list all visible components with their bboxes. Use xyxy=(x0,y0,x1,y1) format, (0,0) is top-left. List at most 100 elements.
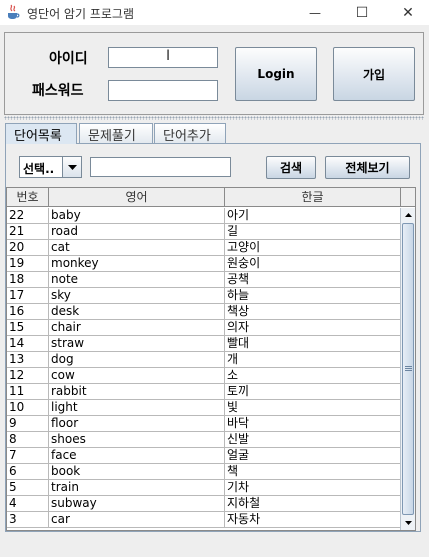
cell-number: 4 xyxy=(7,496,49,511)
cell-korean: 책 xyxy=(225,464,401,479)
column-header-english[interactable]: 영어 xyxy=(49,188,225,206)
tab-word-list[interactable]: 단어목록 xyxy=(5,123,77,144)
table-row[interactable]: 9 floor 바닥 xyxy=(7,416,401,432)
cell-korean: 바닥 xyxy=(225,416,401,431)
login-button[interactable]: Login xyxy=(235,47,317,101)
cell-number: 13 xyxy=(7,352,49,367)
vertical-scrollbar[interactable] xyxy=(400,208,415,530)
table-row[interactable]: 7 face 얼굴 xyxy=(7,448,401,464)
cell-number: 17 xyxy=(7,288,49,303)
cell-number: 20 xyxy=(7,240,49,255)
show-all-button[interactable]: 전체보기 xyxy=(325,156,410,179)
maximize-button[interactable]: ☐ xyxy=(339,0,385,25)
cell-korean: 자동차 xyxy=(225,512,401,527)
cell-number: 15 xyxy=(7,320,49,335)
cell-number: 6 xyxy=(7,464,49,479)
select-arrow-button[interactable] xyxy=(62,157,81,177)
table-row[interactable]: 4 subway 지하철 xyxy=(7,496,401,512)
cell-number: 3 xyxy=(7,512,49,527)
table-row[interactable]: 15 chair 의자 xyxy=(7,320,401,336)
cell-number: 5 xyxy=(7,480,49,495)
table-row[interactable]: 10 light 빛 xyxy=(7,400,401,416)
split-pane-divider[interactable] xyxy=(4,116,424,120)
table-row[interactable]: 6 book 책 xyxy=(7,464,401,480)
table-row[interactable]: 16 desk 책상 xyxy=(7,304,401,320)
table-row[interactable]: 14 straw 빨대 xyxy=(7,336,401,352)
cell-korean: 의자 xyxy=(225,320,401,335)
table-row[interactable]: 22 baby 아기 xyxy=(7,208,401,224)
cell-english: book xyxy=(49,464,225,479)
cell-english: desk xyxy=(49,304,225,319)
cell-english: note xyxy=(49,272,225,287)
cell-number: 21 xyxy=(7,224,49,239)
scroll-down-button[interactable] xyxy=(401,516,415,530)
join-button[interactable]: 가입 xyxy=(333,47,415,101)
triangle-up-icon xyxy=(404,213,412,217)
table-row[interactable]: 17 sky 하늘 xyxy=(7,288,401,304)
cell-english: dog xyxy=(49,352,225,367)
cell-korean: 공책 xyxy=(225,272,401,287)
cell-english: shoes xyxy=(49,432,225,447)
cell-korean: 길 xyxy=(225,224,401,239)
table-row[interactable]: 20 cat 고양이 xyxy=(7,240,401,256)
search-type-select[interactable]: 선택.. xyxy=(19,156,82,178)
cell-english: floor xyxy=(49,416,225,431)
text-cursor-icon: I xyxy=(166,48,171,64)
cell-number: 9 xyxy=(7,416,49,431)
cell-number: 18 xyxy=(7,272,49,287)
cell-korean: 소 xyxy=(225,368,401,383)
cell-korean: 신발 xyxy=(225,432,401,447)
table-row[interactable]: 3 car 자동차 xyxy=(7,512,401,528)
table-corner xyxy=(400,188,415,207)
cell-number: 11 xyxy=(7,384,49,399)
scroll-thumb[interactable] xyxy=(402,223,414,515)
cell-korean: 기차 xyxy=(225,480,401,495)
cell-korean: 고양이 xyxy=(225,240,401,255)
table-row[interactable]: 12 cow 소 xyxy=(7,368,401,384)
table-row[interactable]: 5 train 기차 xyxy=(7,480,401,496)
password-field[interactable] xyxy=(108,80,218,101)
minimize-button[interactable]: — xyxy=(292,0,338,25)
cell-english: chair xyxy=(49,320,225,335)
tab-add-word[interactable]: 단어추가 xyxy=(154,123,226,144)
word-list-panel: 선택.. 검색 전체보기 번호 영어 한글 22 baby 아기 21 road 길 20 c… xyxy=(5,143,421,532)
minimize-icon: — xyxy=(309,5,321,20)
table-row[interactable]: 8 shoes 신발 xyxy=(7,432,401,448)
cell-korean: 토끼 xyxy=(225,384,401,399)
table-body: 22 baby 아기 21 road 길 20 cat 고양이 19 monkey 원숭이 18 note… xyxy=(7,208,401,528)
id-field[interactable]: I xyxy=(108,47,218,68)
cell-number: 16 xyxy=(7,304,49,319)
grip-icon xyxy=(404,366,412,372)
search-input[interactable] xyxy=(90,157,231,177)
search-button[interactable]: 검색 xyxy=(266,156,316,179)
cell-korean: 아기 xyxy=(225,208,401,223)
column-header-korean[interactable]: 한글 xyxy=(225,188,401,206)
scroll-up-button[interactable] xyxy=(401,208,415,222)
id-label: 아이디 xyxy=(49,51,88,67)
cell-english: cat xyxy=(49,240,225,255)
tab-quiz[interactable]: 문제풀기 xyxy=(79,123,153,144)
login-panel: 아이디 I 패스워드 Login 가입 xyxy=(4,32,424,115)
close-button[interactable]: ✕ xyxy=(385,0,429,25)
table-row[interactable]: 21 road 길 xyxy=(7,224,401,240)
cell-english: subway xyxy=(49,496,225,511)
table-header: 번호 영어 한글 xyxy=(7,188,401,207)
cell-english: monkey xyxy=(49,256,225,271)
cell-number: 10 xyxy=(7,400,49,415)
table-row[interactable]: 11 rabbit 토끼 xyxy=(7,384,401,400)
cell-english: cow xyxy=(49,368,225,383)
cell-english: sky xyxy=(49,288,225,303)
cell-korean: 얼굴 xyxy=(225,448,401,463)
table-row[interactable]: 18 note 공책 xyxy=(7,272,401,288)
table-row[interactable]: 13 dog 개 xyxy=(7,352,401,368)
cell-english: baby xyxy=(49,208,225,223)
cell-number: 8 xyxy=(7,432,49,447)
table-row[interactable]: 19 monkey 원숭이 xyxy=(7,256,401,272)
cell-korean: 빨대 xyxy=(225,336,401,351)
column-header-number[interactable]: 번호 xyxy=(7,188,49,206)
close-icon: ✕ xyxy=(402,4,414,21)
cell-number: 7 xyxy=(7,448,49,463)
cell-korean: 지하철 xyxy=(225,496,401,511)
triangle-down-icon xyxy=(404,521,412,525)
cell-english: face xyxy=(49,448,225,463)
